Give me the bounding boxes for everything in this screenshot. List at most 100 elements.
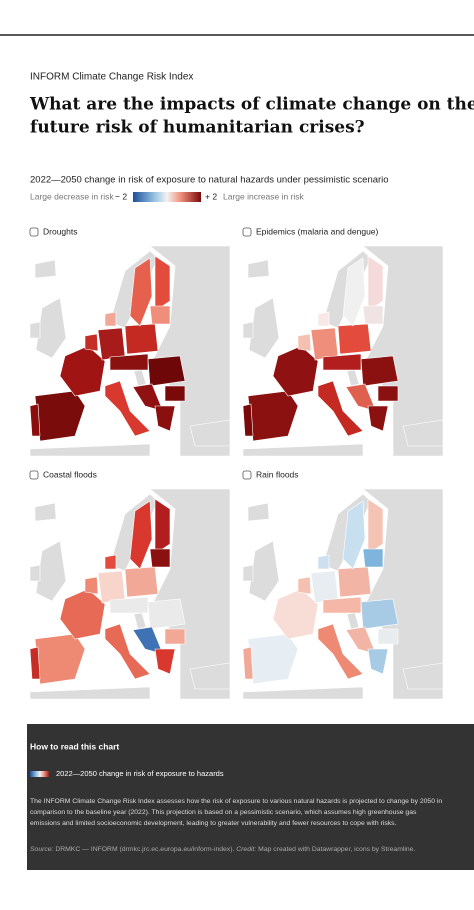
country — [109, 353, 149, 371]
footer-body: The INFORM Climate Change Risk Index ass… — [30, 798, 442, 805]
country — [367, 255, 384, 312]
non-eu-land — [248, 297, 280, 359]
country — [149, 305, 171, 325]
country — [164, 385, 186, 402]
non-eu-land — [35, 297, 67, 359]
non-eu-land — [29, 564, 41, 582]
country — [242, 646, 254, 680]
country — [97, 327, 126, 361]
legend-min: − 2 — [115, 191, 127, 201]
footer-legend-text: 2022—2050 change in risk of exposure to … — [56, 769, 224, 778]
country — [84, 576, 99, 595]
country — [97, 570, 126, 604]
non-eu-land — [346, 612, 360, 630]
source-label: Source: — [30, 846, 54, 853]
non-eu-land — [29, 321, 41, 339]
non-eu-land — [247, 502, 270, 522]
subtitle: 2022—2050 change in risk of exposure to … — [30, 175, 389, 186]
non-eu-land — [402, 662, 444, 690]
non-eu-land — [346, 369, 360, 387]
country — [317, 554, 330, 570]
country — [360, 598, 399, 630]
country — [84, 333, 99, 352]
non-eu-land — [242, 686, 364, 700]
country — [149, 548, 171, 568]
footer-panel — [27, 724, 474, 870]
country — [242, 403, 254, 437]
country — [317, 311, 330, 327]
country — [342, 257, 366, 327]
country — [337, 566, 372, 598]
country — [297, 576, 312, 595]
country — [367, 405, 389, 432]
non-eu-land — [189, 419, 231, 447]
country — [124, 323, 159, 355]
country — [129, 257, 153, 327]
country — [164, 628, 186, 645]
country — [360, 355, 399, 387]
map-icon — [29, 470, 39, 480]
country — [104, 311, 117, 327]
map-title: Coastal floods — [43, 469, 97, 479]
map — [29, 245, 231, 457]
non-eu-land — [29, 443, 151, 457]
footer-body: emissions and limited socioeconomic deve… — [30, 820, 397, 827]
country — [154, 648, 176, 675]
kicker: INFORM Climate Change Risk Index — [30, 72, 193, 83]
country — [337, 323, 372, 355]
country — [367, 498, 384, 555]
country — [377, 385, 399, 402]
credit: Map created with Datawrapper, icons by S… — [258, 846, 415, 853]
country — [297, 333, 312, 352]
non-eu-land — [247, 259, 270, 279]
non-eu-land — [133, 612, 147, 630]
country — [317, 623, 364, 680]
country — [154, 498, 171, 555]
country — [154, 405, 176, 432]
country — [129, 500, 153, 570]
non-eu-land — [34, 259, 57, 279]
country — [124, 566, 159, 598]
source-line: Source: DRMKC — INFORM (drmkc.jrc.ec.eur… — [30, 846, 415, 853]
map-title: Rain floods — [256, 469, 299, 479]
legend-max: + 2 — [205, 191, 217, 201]
legend-low-text: Large decrease in risk — [30, 191, 114, 201]
country — [342, 500, 366, 570]
title: future risk of humanitarian crises? — [30, 118, 365, 138]
map-icon — [29, 227, 39, 237]
map-icon — [242, 227, 252, 237]
non-eu-land — [242, 443, 364, 457]
map — [242, 245, 444, 457]
country — [362, 305, 384, 325]
legend-gradient — [133, 192, 201, 202]
footer-gradient — [30, 771, 50, 777]
non-eu-land — [34, 502, 57, 522]
non-eu-land — [133, 369, 147, 387]
map — [29, 488, 231, 700]
non-eu-land — [35, 540, 67, 602]
country — [310, 327, 339, 361]
country — [317, 380, 364, 437]
country — [362, 548, 384, 568]
legend-high-text: Large increase in risk — [223, 191, 305, 201]
footer-heading: How to read this chart — [30, 741, 119, 751]
country — [104, 554, 117, 570]
map — [242, 488, 444, 700]
country — [109, 596, 149, 614]
country — [310, 570, 339, 604]
country — [377, 628, 399, 645]
country — [147, 355, 186, 387]
country — [147, 598, 186, 630]
map-title: Droughts — [43, 226, 78, 236]
map-title: Epidemics (malaria and dengue) — [256, 226, 379, 236]
non-eu-land — [402, 419, 444, 447]
non-eu-land — [248, 540, 280, 602]
country — [322, 353, 362, 371]
footer-body: comparison to the baseline year (2022). … — [30, 809, 417, 816]
source: DRMKC — INFORM (drmkc.jrc.ec.europa.eu/i… — [55, 846, 234, 853]
non-eu-land — [242, 564, 254, 582]
non-eu-land — [189, 662, 231, 690]
non-eu-land — [29, 686, 151, 700]
country — [154, 255, 171, 312]
